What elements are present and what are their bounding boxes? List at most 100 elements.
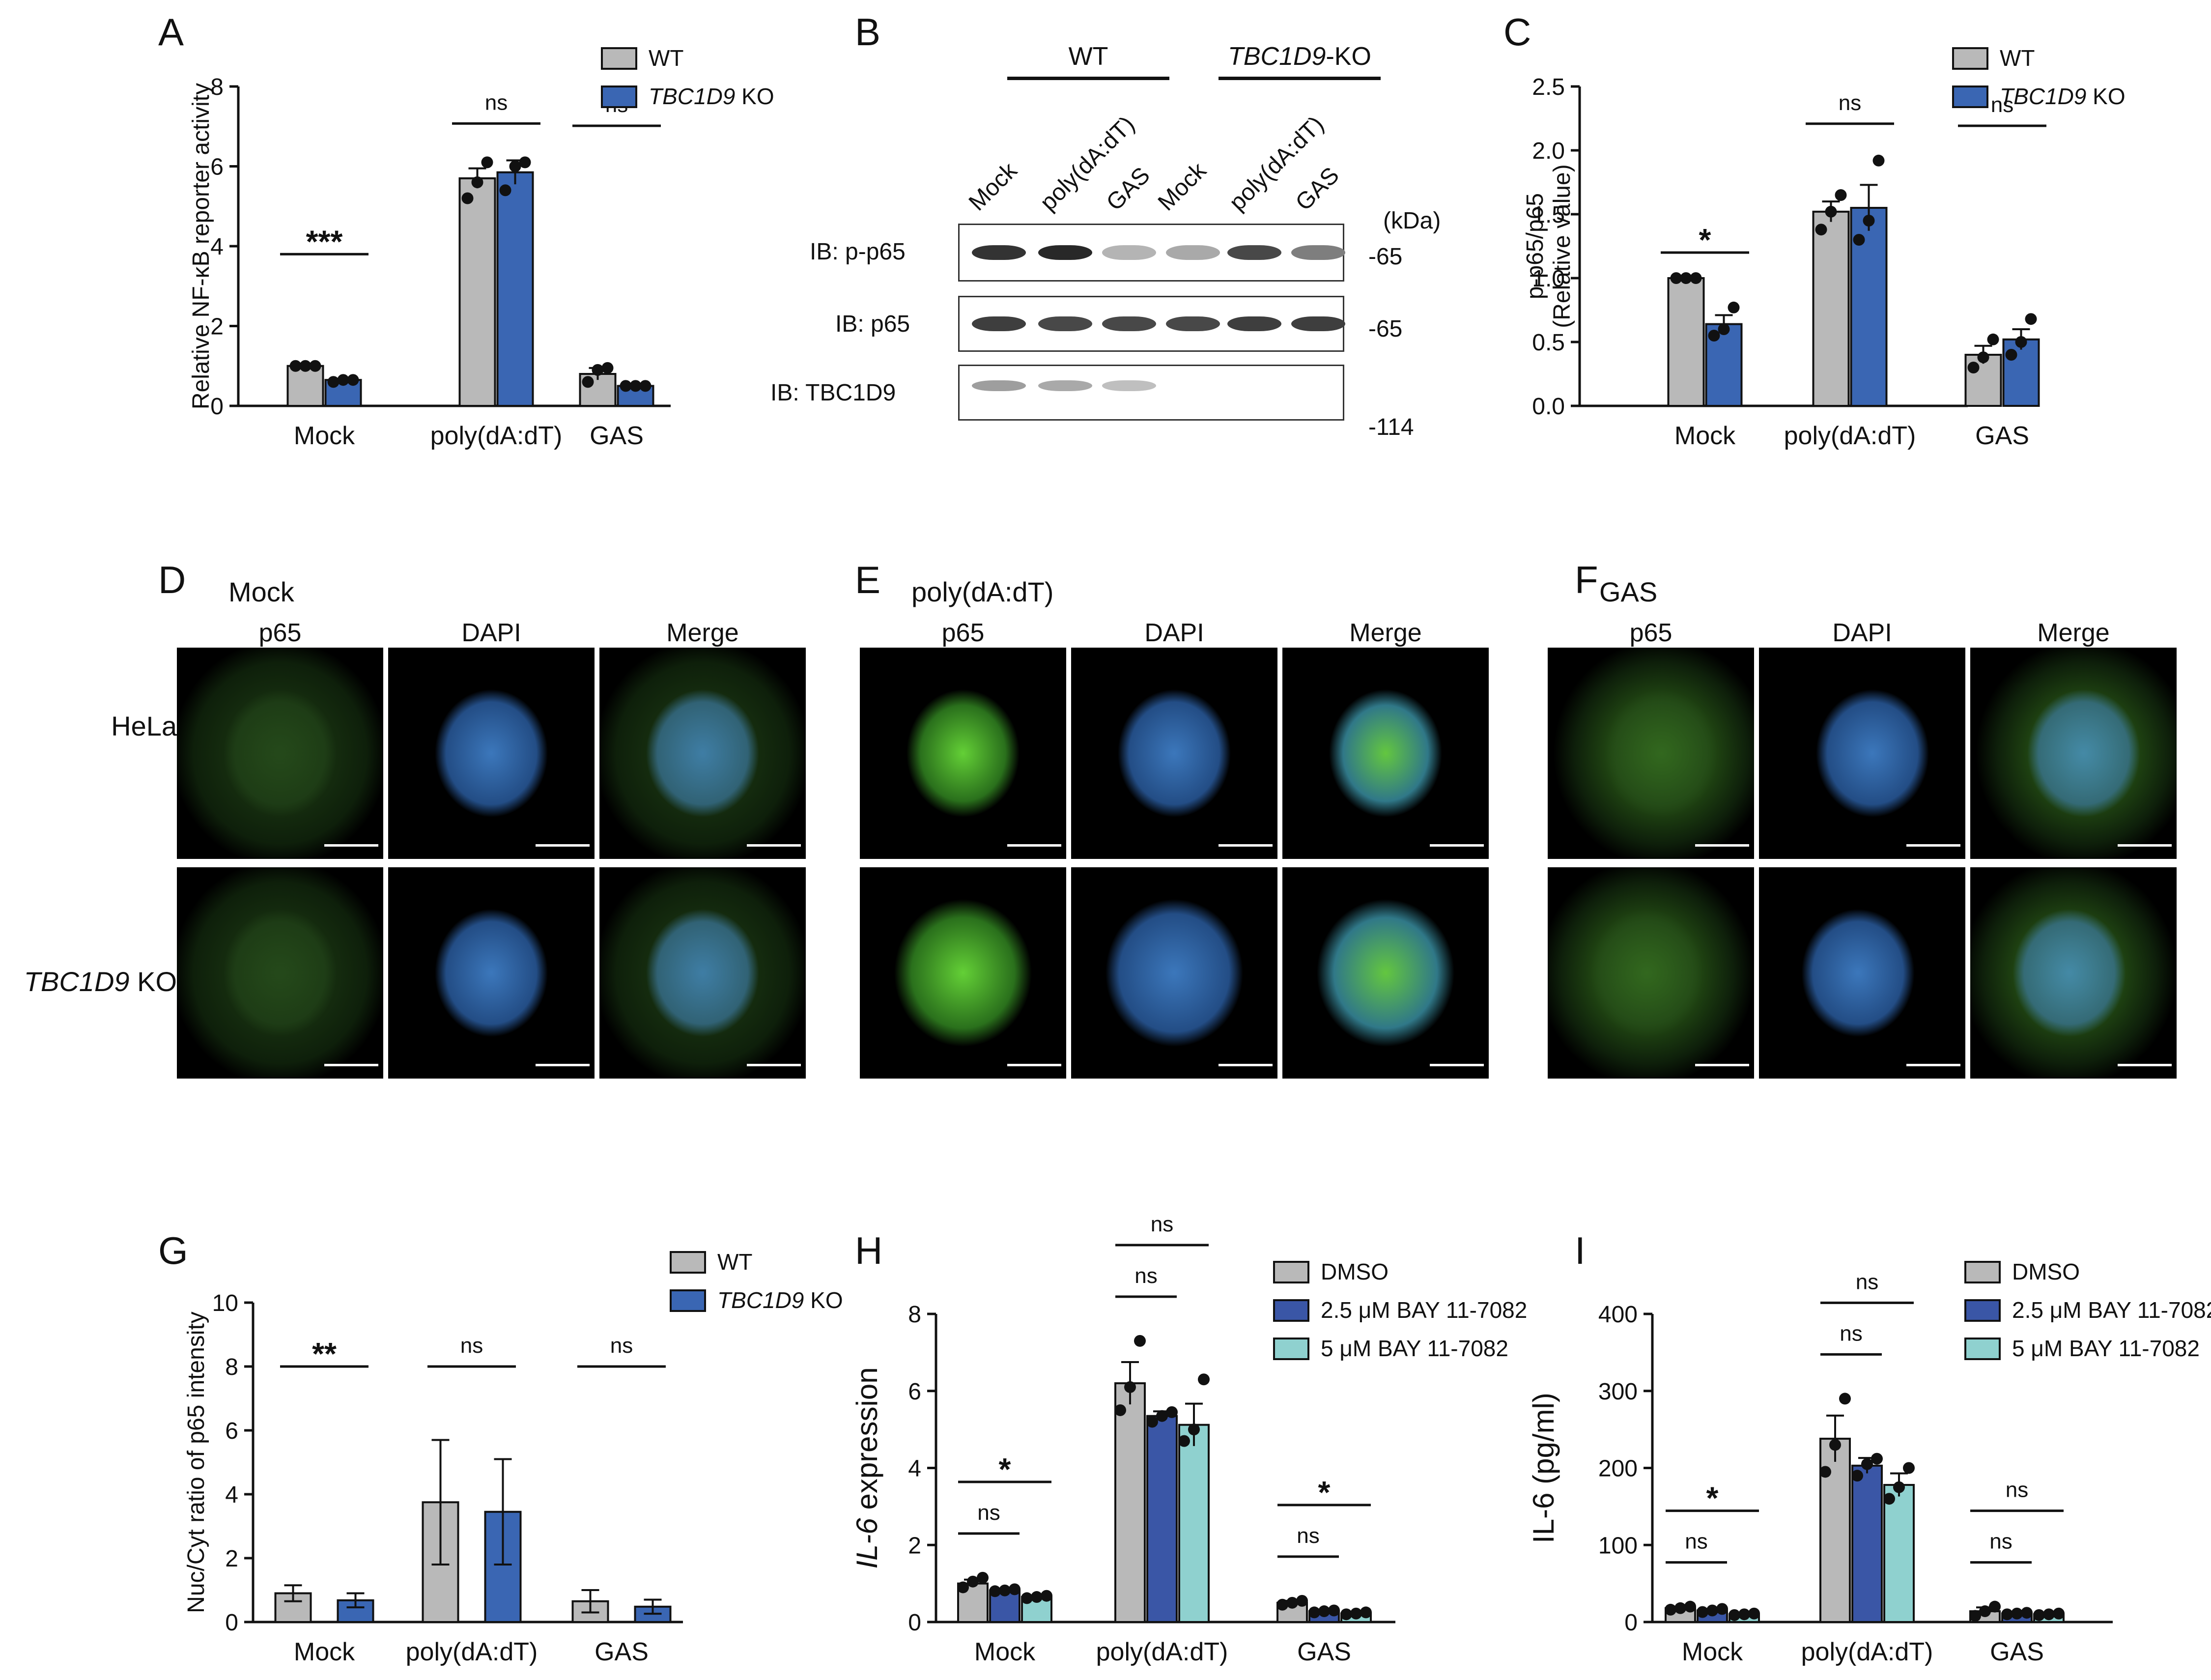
- chart-c-y-label: p-p65/p65: [1522, 193, 1548, 299]
- chart-i-data-point: [1969, 1610, 1981, 1622]
- chart-g-x-tick-label: GAS: [595, 1638, 649, 1666]
- scale-bar: [1906, 844, 1960, 847]
- chart-h-data-point: [999, 1584, 1011, 1596]
- chart-g-legend-label: TBC1D9 KO: [717, 1287, 843, 1313]
- blot-strip-0: [958, 224, 1345, 282]
- micro-tile-p65: [177, 648, 383, 859]
- chart-h-data-point: [1114, 1404, 1126, 1416]
- chart-a-y-tick-label: 8: [210, 74, 224, 100]
- chart-i-data-point: [1748, 1607, 1760, 1620]
- chart-a-bar: [458, 177, 496, 407]
- chart-h-data-point: [1156, 1410, 1168, 1422]
- chart-h-y-tick-label: 6: [908, 1379, 921, 1405]
- chart-h-data-point: [1146, 1416, 1158, 1428]
- micro-row-label: TBC1D9 KO: [24, 966, 177, 997]
- chart-g-y-tick-label: 4: [225, 1482, 238, 1508]
- blot-strip-2: [958, 365, 1344, 421]
- chart-i-data-point: [1716, 1603, 1728, 1615]
- chart-c-data-point: [1872, 154, 1885, 167]
- blot-band: [1166, 245, 1220, 260]
- chart-a-data-point: [481, 156, 493, 169]
- scale-bar: [1430, 1064, 1484, 1066]
- chart-i-sig-label: ns: [1989, 1530, 2012, 1554]
- chart-h-data-point: [1124, 1381, 1136, 1393]
- chart-h-x-tick-label: GAS: [1297, 1638, 1351, 1666]
- chart-c-data-point: [1815, 224, 1827, 236]
- chart-h-data-point: [989, 1585, 1001, 1597]
- chart-c-data-point: [2015, 336, 2027, 348]
- chart-i-data-point: [1861, 1458, 1873, 1470]
- chart-g-x-tick-label: poly(dA:dT): [406, 1638, 538, 1666]
- chart-a-y-label: Relative NF-κB reporter activity: [188, 83, 214, 409]
- chart-a-y-tick-label: 6: [210, 154, 224, 180]
- micro-tile-p65: [177, 867, 383, 1079]
- chart-c-data-point: [1680, 272, 1692, 284]
- chart-h-y-tick-label: 8: [908, 1302, 921, 1328]
- chart-c-data-point: [1728, 301, 1740, 313]
- chart-g-y-tick-label: 10: [212, 1290, 238, 1316]
- chart-i-sig-label: *: [1706, 1481, 1719, 1516]
- blot-band: [972, 245, 1026, 260]
- chart-g-legend-swatch: [670, 1289, 706, 1312]
- chart-i-bar: [1851, 1464, 1883, 1623]
- micro-condition-title: GAS: [1599, 576, 1658, 607]
- chart-h-data-point: [1276, 1598, 1288, 1611]
- chart-c-data-point: [1977, 351, 1989, 364]
- blot-band: [1102, 245, 1156, 260]
- blot-band: [1166, 316, 1220, 331]
- chart-g-legend-label: WT: [717, 1249, 753, 1275]
- chart-h-data-point: [1031, 1591, 1043, 1603]
- chart-a-data-point: [299, 360, 312, 372]
- blot-row-label: IB: TBC1D9: [770, 380, 896, 406]
- scale-bar: [1219, 844, 1273, 847]
- chart-c-data-point: [1825, 205, 1837, 218]
- blot-group-bar: [1007, 77, 1169, 80]
- chart-h-legend-swatch: [1273, 1261, 1309, 1283]
- micro-tile-dapi: [1759, 867, 1965, 1079]
- scale-bar: [324, 1064, 378, 1066]
- chart-i-sig-label: ns: [1856, 1270, 1878, 1294]
- scale-bar: [536, 1064, 590, 1066]
- chart-c-y-tick-label: 1.0: [1532, 266, 1565, 292]
- chart-h-legend-label: 5 μM BAY 11-7082: [1321, 1336, 1508, 1361]
- micro-tile-dapi: [1071, 648, 1277, 859]
- chart-i-sig-label: ns: [2006, 1478, 2028, 1502]
- chart-i-legend-swatch: [1964, 1338, 2001, 1360]
- chart-a-data-point: [347, 374, 359, 386]
- chart-i-data-point: [2043, 1608, 2055, 1621]
- chart-c-bar: [1667, 277, 1705, 407]
- chart-g-x-tick-label: Mock: [294, 1638, 355, 1666]
- chart-h-sig-label: ns: [1134, 1264, 1157, 1288]
- chart-h-data-point: [1340, 1608, 1352, 1621]
- chart-i-y-tick-label: 300: [1598, 1379, 1638, 1405]
- chart-a-data-point: [629, 380, 642, 392]
- chart-c-data-point: [1718, 323, 1730, 335]
- chart-c-legend-swatch: [1952, 85, 1988, 108]
- chart-h-data-point: [967, 1575, 979, 1588]
- chart-i-legend-swatch: [1964, 1299, 2001, 1322]
- chart-i-sig-label: ns: [1685, 1530, 1707, 1554]
- chart-h-x-tick-label: Mock: [974, 1638, 1036, 1666]
- chart-i-sig-label: ns: [1840, 1321, 1862, 1345]
- chart-g-y-tick-label: 6: [225, 1418, 238, 1444]
- chart-c-legend-label: TBC1D9 KO: [2000, 84, 2126, 109]
- chart-h-data-point: [1041, 1590, 1052, 1602]
- chart-h-sig-label: ns: [1151, 1212, 1173, 1236]
- chart-h-legend-label: 2.5 μM BAY 11-7082: [1321, 1297, 1527, 1323]
- chart-a-legend-swatch: [601, 85, 637, 108]
- chart-c: 0.0 0.5 1.0 1.5 2.0 2.5 p-p65/p65 (Relative val…: [1522, 45, 2126, 450]
- chart-i-data-point: [1684, 1600, 1696, 1613]
- chart-i-data-point: [1665, 1603, 1676, 1616]
- chart-c-data-point: [1853, 234, 1865, 246]
- chart-i-data-point: [2001, 1608, 2013, 1621]
- chart-i-data-point: [1674, 1602, 1686, 1614]
- micro-tile-p65: [860, 867, 1066, 1079]
- chart-a-data-point: [620, 380, 632, 392]
- micro-tile-dapi: [388, 648, 595, 859]
- chart-i-data-point: [1851, 1470, 1863, 1482]
- chart-a-x-tick-label: GAS: [590, 422, 644, 450]
- chart-c-data-point: [1670, 272, 1682, 284]
- chart-c-sig-label: ns: [1991, 93, 2013, 117]
- chart-i-data-point: [1829, 1439, 1841, 1451]
